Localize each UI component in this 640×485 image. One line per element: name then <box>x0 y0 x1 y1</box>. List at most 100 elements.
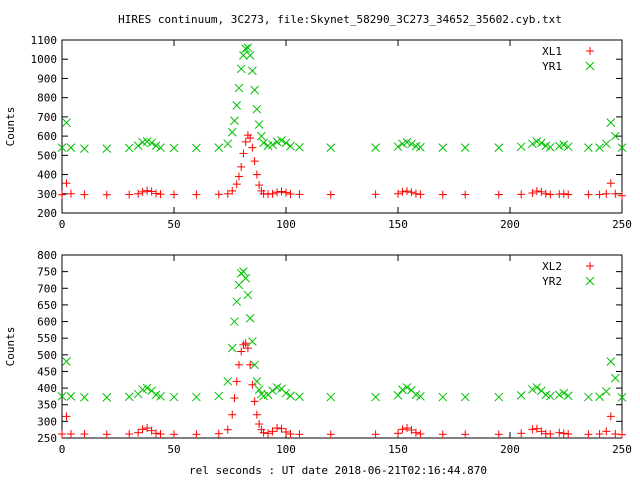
data-point-d2 <box>254 120 264 129</box>
data-point <box>286 430 295 439</box>
data-point <box>241 44 251 54</box>
data-point-d2 <box>295 142 304 152</box>
data-point-d2 <box>133 141 143 151</box>
x-tick-label: 0 <box>59 218 66 231</box>
data-point <box>286 141 295 151</box>
y-tick-label: 800 <box>37 249 57 262</box>
data-point <box>134 428 143 437</box>
data-point <box>618 430 626 439</box>
data-point <box>610 373 620 383</box>
data-point-d2 <box>230 317 239 326</box>
data-point-d2 <box>516 391 526 400</box>
data-point-d2 <box>234 83 244 93</box>
data-point <box>546 430 555 439</box>
data-point-d2 <box>606 357 616 366</box>
y-tick-label: 200 <box>37 207 57 220</box>
data-point <box>602 189 611 198</box>
data-point-d2 <box>528 139 537 149</box>
data-point-d2 <box>102 144 112 153</box>
data-point <box>438 392 448 402</box>
x-tick-label: 50 <box>167 443 180 456</box>
data-point <box>124 143 134 153</box>
data-point <box>584 190 593 199</box>
chart-title: HIRES continuum, 3C273, file:Skynet_5829… <box>118 13 562 26</box>
data-point <box>133 141 143 151</box>
data-point <box>273 188 282 197</box>
data-point-d2 <box>393 391 403 400</box>
data-point <box>246 134 255 143</box>
data-point <box>402 383 412 392</box>
data-point <box>545 142 555 152</box>
data-point-d2 <box>252 377 262 386</box>
data-point <box>252 410 261 419</box>
data-point <box>528 385 537 394</box>
data-point <box>394 429 402 438</box>
data-point-d2 <box>223 377 233 386</box>
y-tick-label: 900 <box>37 72 57 85</box>
data-point <box>494 190 503 199</box>
data-point-d2 <box>241 273 251 283</box>
y-tick-label: 300 <box>37 415 57 428</box>
data-point <box>80 144 89 153</box>
data-point <box>411 189 420 198</box>
data-point <box>102 430 111 439</box>
data-point-d2 <box>537 138 546 148</box>
data-point <box>230 317 239 326</box>
data-point <box>143 424 152 433</box>
data-point <box>541 189 550 198</box>
data-point <box>169 143 179 153</box>
data-point-d2 <box>371 392 380 402</box>
data-point-d2 <box>411 390 421 400</box>
data-point-d2 <box>232 297 242 306</box>
data-point <box>237 162 246 171</box>
data-point <box>537 138 546 148</box>
data-point <box>241 273 251 283</box>
data-point <box>295 430 304 439</box>
data-point <box>138 187 147 196</box>
data-point-d2 <box>272 383 282 392</box>
data-point <box>606 179 615 188</box>
data-point <box>156 190 165 199</box>
data-point <box>494 392 504 402</box>
data-point <box>241 137 250 146</box>
data-point <box>80 190 89 199</box>
legend-label: XL1 <box>542 45 562 58</box>
y-tick-label: 800 <box>37 92 57 105</box>
data-point-d2 <box>66 143 76 152</box>
data-point <box>277 424 286 433</box>
data-point <box>250 85 259 95</box>
data-point <box>398 187 407 196</box>
top-panel: 200 300 400 500 600 700 800 900 1000 1100 0 50 100 15… <box>4 34 632 231</box>
data-point <box>611 189 620 198</box>
legend-marker-d2 <box>585 276 595 286</box>
data-point <box>528 139 537 149</box>
y-tick-label: 600 <box>37 130 57 143</box>
y-tick-label: 500 <box>37 349 57 362</box>
data-point-d2 <box>236 64 246 74</box>
data-point <box>559 429 568 438</box>
series-YR1 <box>57 43 627 153</box>
data-point <box>460 143 470 152</box>
data-point <box>156 143 165 152</box>
data-point-d2 <box>268 140 277 150</box>
data-point <box>239 51 248 60</box>
data-point <box>411 390 421 400</box>
data-point-d2 <box>601 139 611 149</box>
data-point-d2 <box>142 383 152 393</box>
data-point <box>232 297 242 306</box>
data-point <box>248 380 257 389</box>
data-point <box>80 430 89 439</box>
data-point <box>393 391 403 400</box>
data-point <box>537 187 546 196</box>
x-tick-label: 200 <box>500 443 520 456</box>
data-point-d2 <box>234 280 244 290</box>
data-point-d2 <box>245 51 255 60</box>
data-point <box>125 430 134 439</box>
x-axis-label: rel seconds : UT date 2018-06-21T02:16:4… <box>189 464 487 477</box>
data-point-d2 <box>402 383 412 392</box>
data-point <box>102 144 112 153</box>
data-point <box>618 191 626 200</box>
data-point <box>66 189 75 198</box>
data-point <box>234 83 244 93</box>
